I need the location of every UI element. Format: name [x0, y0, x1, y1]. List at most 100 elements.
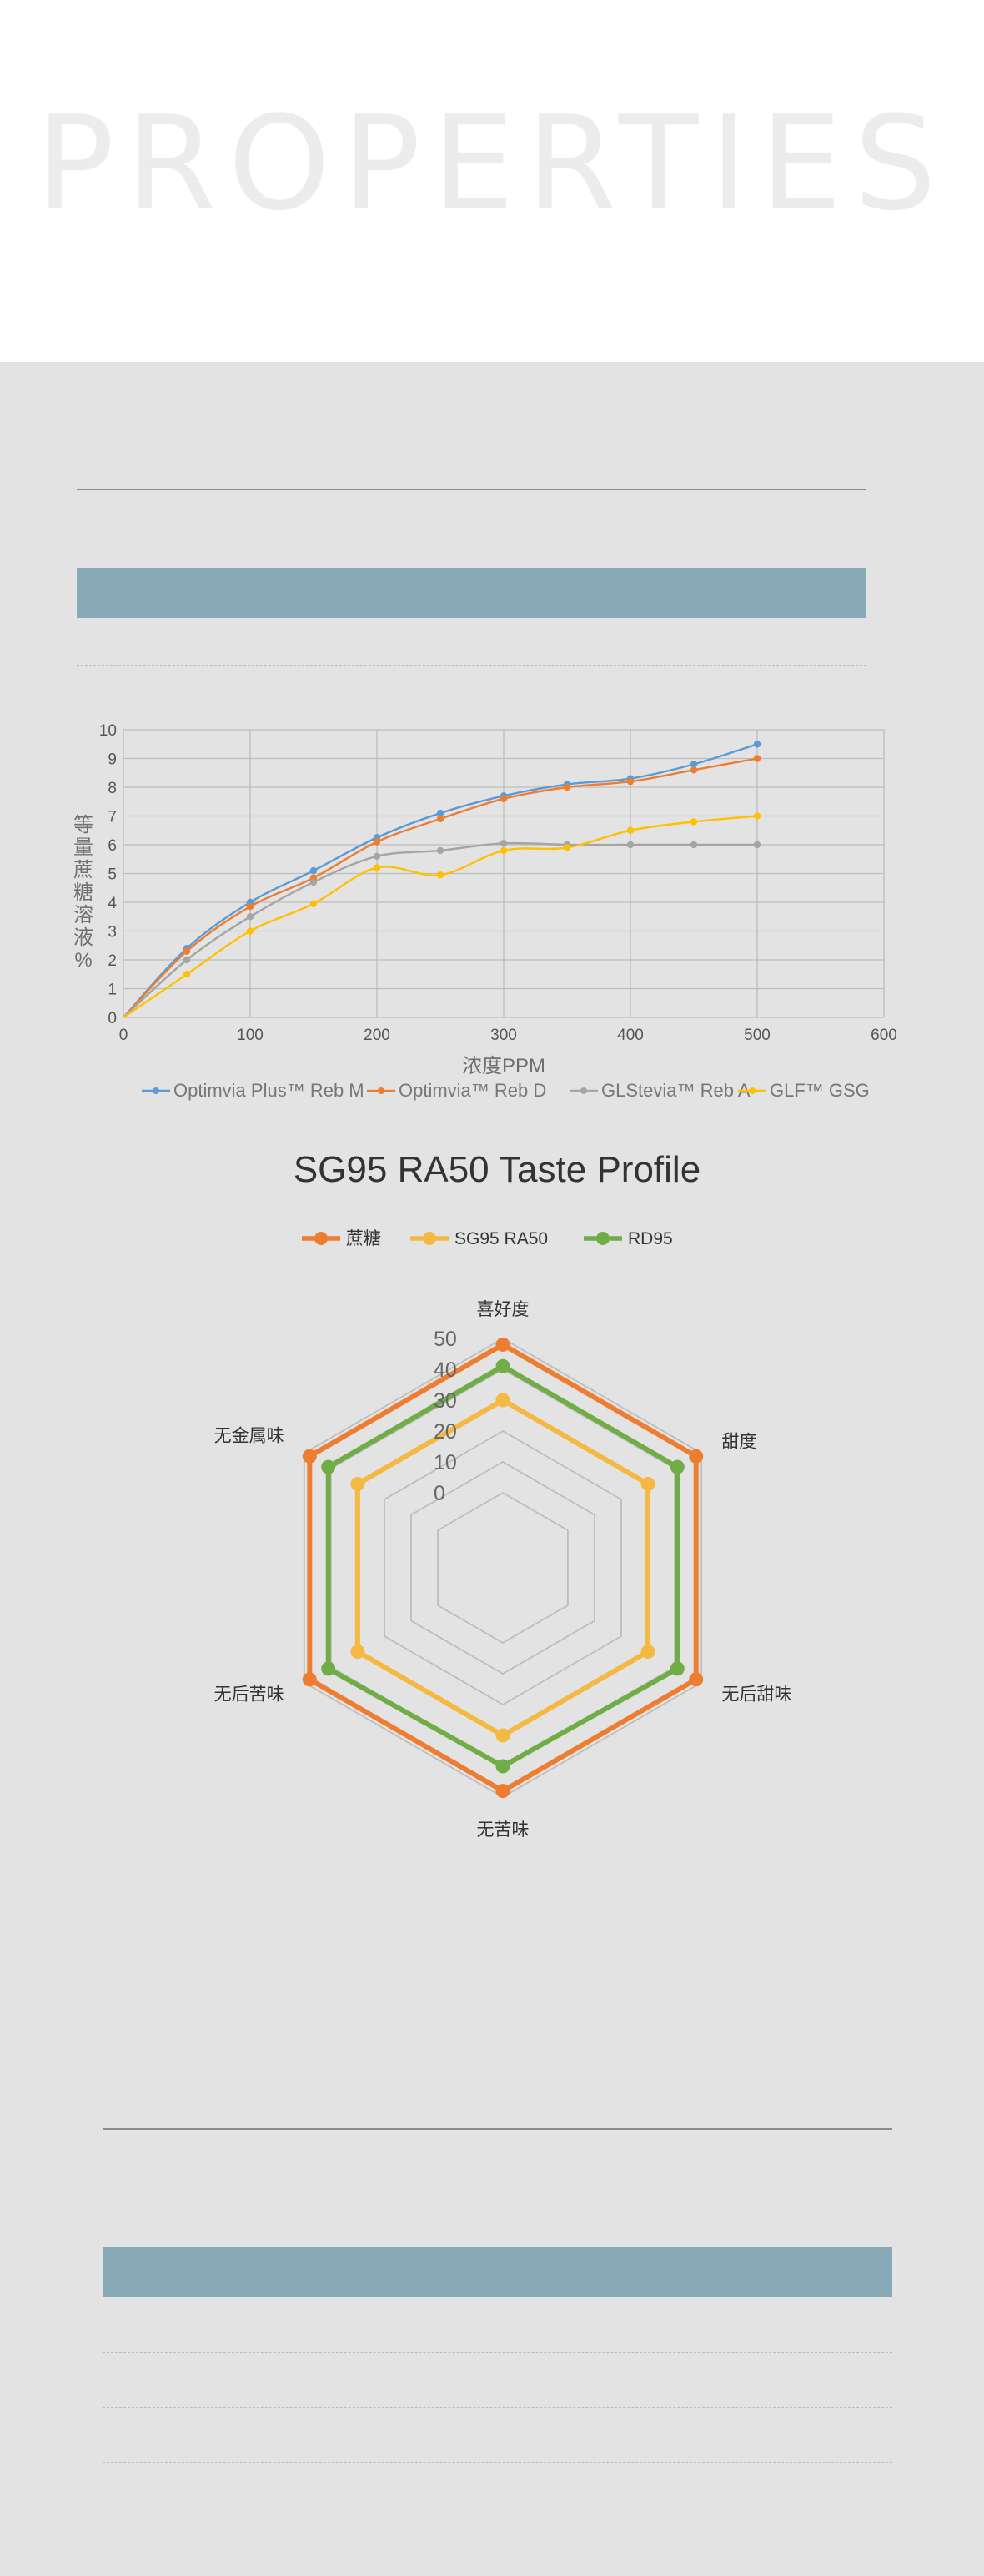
radar-series-outline	[307, 1341, 699, 1795]
y-tick-label: 7	[108, 809, 117, 826]
data-point	[436, 846, 444, 855]
data-point	[373, 838, 381, 846]
data-point	[246, 902, 254, 911]
y-tick-label: 2	[108, 952, 117, 970]
radar-legend-label: SG95 RA50	[454, 1229, 548, 1248]
data-point	[436, 809, 444, 817]
legend-marker	[153, 1087, 159, 1094]
divider-top	[77, 489, 866, 490]
dashed-line-3	[103, 2407, 892, 2408]
x-tick-label: 400	[617, 1027, 644, 1044]
y-tick-label: 5	[108, 866, 117, 884]
data-point	[246, 927, 254, 935]
radar-point	[689, 1449, 704, 1464]
header-band-1	[77, 568, 866, 618]
grid-lines	[123, 729, 885, 1018]
data-point	[753, 841, 761, 849]
radar-title: SG95 RA50 Taste Profile	[294, 1151, 700, 1190]
radar-legend-label: 蔗糖	[346, 1229, 381, 1248]
series-line	[123, 743, 758, 1018]
radar-grid-ring	[384, 1429, 622, 1706]
data-point	[373, 852, 381, 860]
data-point	[626, 777, 635, 786]
radar-point	[321, 1459, 336, 1474]
radar-series-outline	[325, 1363, 680, 1770]
divider-bottom	[103, 2128, 892, 2130]
series-line	[123, 841, 757, 1018]
y-axis-label-char: 蔗	[73, 859, 93, 881]
data-point	[500, 846, 508, 855]
legend-item-glf-gsg: GLF™ GSG	[738, 1080, 870, 1101]
series-optimvia-plus-reb-m	[123, 741, 761, 1018]
radar-point	[495, 1728, 510, 1743]
x-tick-label: 600	[871, 1027, 897, 1044]
data-point	[690, 841, 698, 849]
radar-point	[640, 1645, 655, 1659]
legend-item-optimvia-reb-d: Optimvia™ Reb D	[367, 1080, 546, 1101]
radar-point	[670, 1661, 685, 1676]
radar-axis-label: 甜度	[721, 1433, 756, 1452]
legend-label: Optimvia™ Reb D	[399, 1080, 546, 1101]
series-group	[123, 741, 761, 1018]
radar-legend-marker	[423, 1232, 436, 1245]
dashed-line-1	[77, 665, 866, 666]
data-point	[436, 871, 444, 879]
data-point	[183, 947, 191, 955]
data-point	[563, 844, 571, 851]
radar-tick-label: 30	[434, 1389, 457, 1413]
data-point	[500, 840, 508, 847]
x-tick-label: 0	[119, 1027, 128, 1044]
radar-series-rd95	[321, 1358, 685, 1774]
radar-point	[640, 1477, 655, 1491]
data-point	[183, 956, 191, 964]
radar-legend-marker	[596, 1232, 610, 1245]
data-point	[246, 913, 254, 921]
radar-point	[321, 1661, 336, 1676]
y-axis-label-char: 糖	[73, 881, 93, 904]
radar-point	[689, 1672, 704, 1687]
radar-grid-ring	[356, 1398, 649, 1737]
y-axis-label-char: 液	[73, 926, 93, 949]
y-axis-label-char: %	[74, 949, 92, 972]
legend-marker	[378, 1087, 384, 1094]
series-line	[123, 815, 758, 1018]
series-line	[123, 757, 758, 1018]
radar-axis-label: 无后苦味	[214, 1685, 284, 1705]
line-legend: Optimvia Plus™ Reb M Optimvia™ Reb D GLSte…	[142, 1080, 870, 1101]
y-tick-label: 10	[99, 722, 117, 740]
y-axis-label-char: 量	[73, 836, 93, 859]
radar-legend-item-sg95-ra50: SG95 RA50	[410, 1229, 548, 1248]
data-point	[309, 878, 318, 886]
x-tick-label: 500	[744, 1027, 771, 1044]
radar-series-series	[302, 1337, 704, 1799]
y-tick-label: 4	[108, 895, 117, 912]
series-glstevia-reb-a	[123, 840, 761, 1018]
data-point	[500, 795, 508, 802]
radar-point	[350, 1477, 365, 1491]
radar-axis-label: 无后甜味	[721, 1685, 791, 1705]
y-axis-label-char: 等	[73, 814, 93, 836]
radar-tick-labels: 0 10 20 30 40 50	[434, 1328, 457, 1505]
radar-grid-ring	[329, 1368, 675, 1768]
y-tick-label: 8	[108, 780, 117, 797]
radar-legend: 蔗糖 SG95 RA50 RD95	[302, 1229, 673, 1248]
radar-point	[495, 1393, 510, 1408]
series-optimvia-reb-d	[123, 755, 761, 1018]
data-point	[309, 900, 318, 907]
radar-axis-label: 喜好度	[477, 1300, 530, 1319]
y-axis-label-char: 溶	[73, 904, 93, 926]
radar-point	[670, 1459, 685, 1474]
radar-axis-label: 无苦味	[477, 1820, 530, 1840]
radar-point	[495, 1784, 510, 1799]
hero-title: PROPERTIES	[36, 88, 948, 239]
x-tick-label: 200	[364, 1027, 390, 1044]
radar-legend-item-rd95: RD95	[584, 1229, 673, 1248]
legend-item-glstevia-reb-a: GLStevia™ Reb A	[570, 1080, 751, 1101]
y-tick-label: 3	[108, 924, 117, 942]
radar-tick-label: 0	[434, 1482, 445, 1505]
series-glf-gsg	[123, 812, 761, 1018]
radar-axis-label: 无金属味	[214, 1427, 284, 1446]
legend-label: Optimvia Plus™ Reb M	[173, 1080, 364, 1101]
